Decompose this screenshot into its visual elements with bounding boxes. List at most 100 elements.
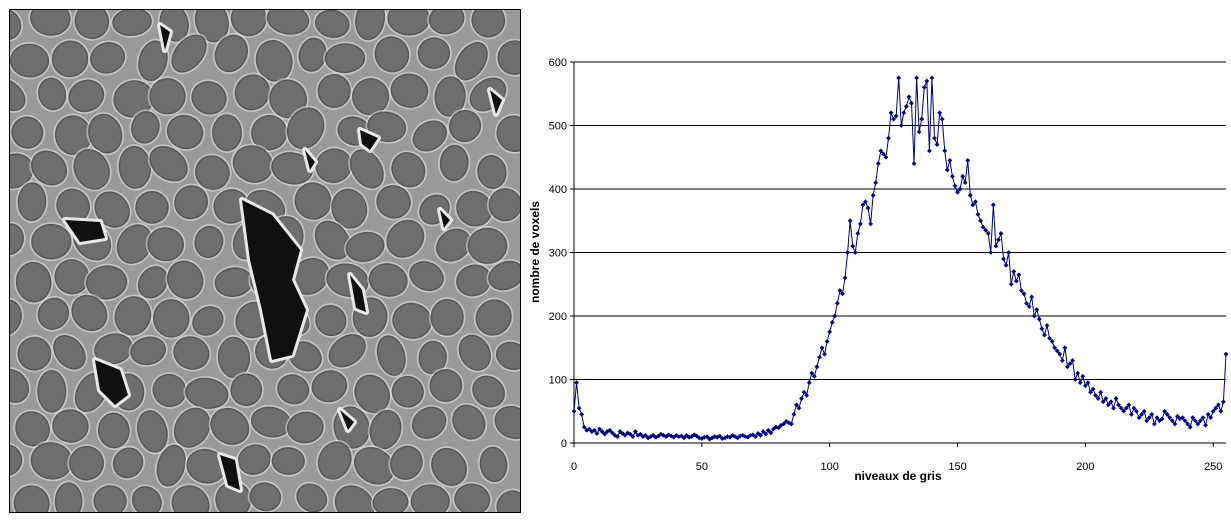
data-point [911, 161, 917, 166]
data-point [811, 373, 817, 379]
data-point [1108, 399, 1114, 405]
grain [315, 10, 350, 38]
grain [10, 223, 25, 256]
data-point [684, 432, 689, 438]
histogram-chart: 0 100 200 300 400 500 600 0 50 100 150 200 250 nive… [520, 0, 1231, 515]
data-point [1093, 392, 1098, 398]
data-point [934, 142, 940, 147]
grain [496, 115, 520, 152]
data-point [1164, 412, 1170, 417]
grain [271, 447, 305, 475]
data-point [1034, 307, 1040, 313]
data-point [1011, 269, 1017, 274]
data-point [840, 291, 845, 297]
grain [191, 81, 227, 115]
data-point [714, 434, 720, 440]
x-tick-label: 0 [571, 461, 577, 473]
grain [30, 10, 71, 36]
data-point [952, 183, 958, 189]
data-point [691, 432, 697, 438]
grain [31, 223, 72, 260]
data-point [1067, 361, 1073, 367]
data-point [845, 250, 850, 255]
y-tick-labels: 0 100 200 300 400 500 600 [549, 57, 567, 450]
data-point [1121, 408, 1127, 414]
data-point [1044, 323, 1050, 328]
grain [386, 219, 425, 258]
grain [429, 369, 463, 402]
grain [68, 79, 105, 113]
data-point [791, 412, 797, 417]
pore [65, 220, 105, 242]
grain [194, 225, 224, 258]
data-point [1128, 412, 1134, 417]
grain [214, 34, 248, 73]
data-point [824, 339, 830, 344]
data-point [1203, 422, 1208, 428]
grain [73, 149, 110, 190]
data-point [594, 431, 600, 436]
grain [331, 188, 368, 229]
grain [324, 43, 366, 74]
data-point [1198, 418, 1203, 424]
data-point [760, 429, 766, 434]
data-point [635, 432, 641, 438]
data-point [906, 94, 912, 100]
grain [69, 445, 105, 481]
data-point [748, 432, 753, 438]
grain [10, 10, 22, 41]
data-point [947, 158, 953, 163]
grain [31, 150, 68, 186]
grain [391, 375, 424, 408]
grain [54, 259, 90, 295]
data-point [622, 432, 628, 438]
pore [350, 275, 366, 312]
data-point [1116, 402, 1122, 408]
grain [488, 188, 520, 222]
grain [496, 490, 520, 512]
data-point [804, 392, 810, 398]
data-point [799, 396, 804, 401]
data-point [673, 432, 679, 438]
data-point [950, 173, 955, 179]
data-point [980, 224, 986, 230]
data-point [589, 429, 595, 434]
data-point [1049, 339, 1055, 344]
data-point [883, 154, 889, 160]
data-point [758, 432, 764, 438]
data-point [1144, 418, 1150, 424]
data-point [832, 313, 838, 319]
data-point [1172, 421, 1178, 427]
grain [439, 144, 469, 182]
data-point [1052, 345, 1058, 351]
data-point [927, 148, 932, 154]
data-point [1001, 256, 1006, 262]
data-point [901, 110, 907, 116]
pore [360, 130, 378, 150]
data-point [592, 427, 597, 433]
gridlines [570, 61, 1226, 447]
data-point [914, 75, 920, 81]
data-point [1098, 389, 1104, 395]
grain [467, 227, 508, 264]
grain [237, 444, 271, 475]
data-point [1103, 396, 1109, 401]
data-point [978, 218, 983, 224]
data-point [1036, 316, 1042, 322]
data-point [932, 135, 937, 141]
y-tick-label: 200 [549, 311, 567, 323]
grain [353, 447, 395, 485]
data-point [1019, 288, 1024, 293]
grain [153, 299, 190, 338]
data-point [1190, 415, 1196, 420]
grain [74, 10, 110, 40]
data-point [1169, 418, 1175, 424]
grain [185, 377, 229, 409]
grain [17, 182, 47, 222]
data-point [617, 429, 623, 434]
data-point [888, 110, 894, 116]
data-point [1082, 383, 1088, 389]
grain [138, 40, 168, 82]
data-point [579, 412, 585, 417]
data-point [796, 405, 802, 411]
